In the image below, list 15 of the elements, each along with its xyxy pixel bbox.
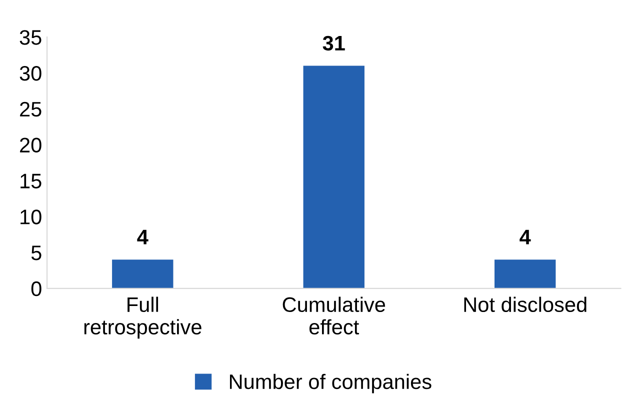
- data-label: 4: [520, 230, 531, 244]
- x-tick-label: Cumulative effect: [282, 296, 386, 334]
- y-tick-label: 30: [20, 66, 42, 81]
- x-tick-label: Full retrospective: [84, 296, 202, 339]
- y-tick-label: 0: [31, 281, 42, 296]
- legend-label: Number of companies: [230, 374, 432, 394]
- y-tick-label: 10: [20, 210, 42, 224]
- y-tick-label: 20: [20, 138, 42, 153]
- data-label: 4: [137, 230, 148, 244]
- y-tick-label: 25: [20, 102, 42, 117]
- y-tick-label: 15: [20, 174, 42, 188]
- data-label: 31: [322, 36, 345, 51]
- y-tick-label: 35: [20, 30, 42, 45]
- x-tick-label: Not disclosed: [464, 296, 586, 312]
- y-tick-label: 5: [31, 246, 42, 260]
